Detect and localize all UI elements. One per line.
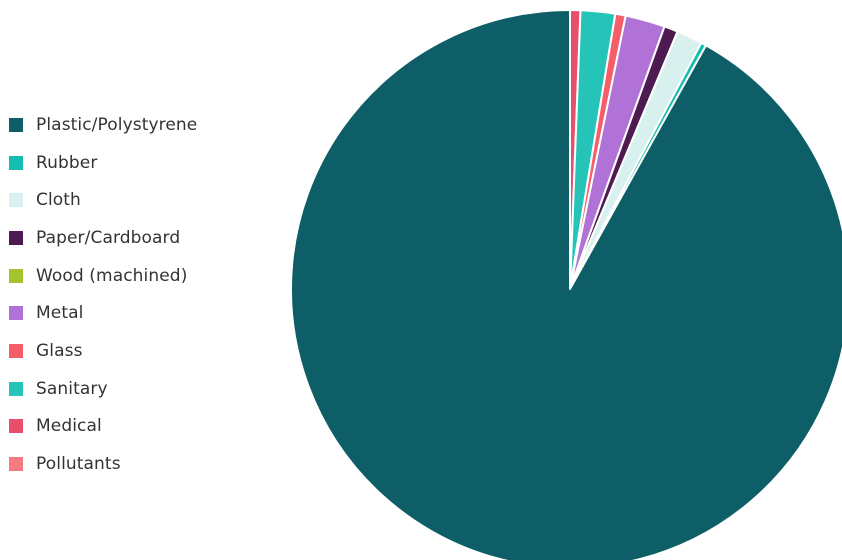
legend-label: Cloth: [36, 190, 81, 211]
chart-legend: Plastic/Polystyrene Rubber Cloth Paper/Card…: [9, 106, 249, 483]
legend-swatch: [9, 155, 23, 170]
legend-item[interactable]: Glass: [9, 332, 249, 370]
legend-item[interactable]: Plastic/Polystyrene: [9, 106, 249, 144]
legend-swatch: [9, 343, 23, 358]
legend-item[interactable]: Sanitary: [9, 370, 249, 408]
legend-swatch: [9, 268, 23, 283]
pie-slice[interactable]: [290, 9, 842, 560]
legend-swatch: [9, 306, 23, 321]
legend-label: Glass: [36, 340, 83, 361]
legend-swatch: [9, 117, 23, 132]
legend-label: Paper/Cardboard: [36, 227, 181, 248]
legend-item[interactable]: Pollutants: [9, 445, 249, 483]
legend-swatch: [9, 230, 23, 245]
legend-swatch: [9, 381, 23, 396]
legend-label: Medical: [36, 416, 102, 437]
legend-swatch: [9, 457, 23, 472]
legend-item[interactable]: Wood (machined): [9, 257, 249, 295]
legend-label: Metal: [36, 303, 84, 324]
legend-item[interactable]: Medical: [9, 408, 249, 446]
legend-label: Sanitary: [36, 378, 108, 399]
legend-swatch: [9, 193, 23, 208]
legend-label: Wood (machined): [36, 265, 188, 286]
legend-item[interactable]: Metal: [9, 294, 249, 332]
legend-swatch: [9, 419, 23, 434]
legend-item[interactable]: Rubber: [9, 144, 249, 182]
legend-label: Plastic/Polystyrene: [36, 114, 198, 135]
legend-item[interactable]: Paper/Cardboard: [9, 219, 249, 257]
legend-label: Rubber: [36, 152, 98, 173]
legend-item[interactable]: Cloth: [9, 181, 249, 219]
legend-label: Pollutants: [36, 454, 121, 475]
